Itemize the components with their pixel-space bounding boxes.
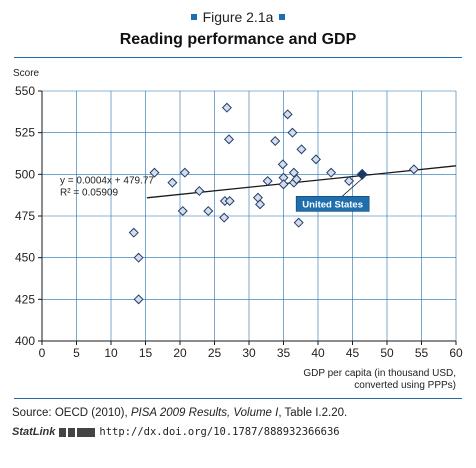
y-axis-label: Score (13, 68, 40, 79)
trend-r2: R² = 0.05909 (60, 188, 119, 199)
data-point (177, 205, 188, 217)
x-tick-label: 60 (449, 346, 463, 360)
y-tick-label: 525 (15, 126, 35, 140)
figure-title: Reading performance and GDP (119, 31, 357, 48)
data-point (282, 109, 293, 120)
y-tick-label: 475 (15, 209, 35, 223)
x-tick-label: 15 (139, 346, 153, 360)
data-point (293, 217, 304, 228)
data-point (277, 159, 288, 170)
scatter-chart: Score 400 425 450 475 500 525 550 0 5 10 15 20 25 30 3… (13, 68, 463, 391)
data-point (296, 144, 307, 155)
data-point (128, 227, 139, 238)
data-point (288, 167, 299, 178)
y-tick-label: 400 (15, 334, 35, 348)
statlink-url[interactable]: http://dx.doi.org/10.1787/888932366636 (99, 426, 340, 438)
x-tick-label: 5 (73, 346, 80, 360)
statlink-logo-icon (59, 427, 96, 437)
statlink: StatLink http://dx.doi.org/10.1787/888932… (12, 426, 340, 438)
data-point (219, 212, 230, 223)
source-prefix: Source: OECD (2010), (12, 407, 131, 419)
y-tick-label: 425 (15, 292, 35, 306)
data-point (194, 185, 205, 197)
footer-rule (14, 398, 462, 399)
data-point (291, 174, 302, 185)
x-tick-label: 25 (208, 346, 222, 360)
data-point (408, 164, 419, 175)
data-point (133, 294, 144, 305)
y-tick-label: 500 (15, 167, 35, 181)
data-point (167, 177, 178, 188)
header-rule (14, 57, 462, 58)
x-tick-label: 0 (39, 346, 46, 360)
united-states-label: United States (302, 199, 363, 210)
data-point (278, 179, 289, 190)
data-point (270, 135, 281, 147)
data-points (128, 102, 419, 305)
x-tick-label: 55 (415, 346, 429, 360)
data-point (255, 199, 266, 210)
square-bullet-icon (279, 14, 286, 21)
trendline (146, 165, 457, 199)
callout-line (341, 178, 363, 197)
data-point (344, 175, 355, 187)
x-tick-label: 35 (277, 346, 291, 360)
x-tick-label: 45 (346, 346, 360, 360)
square-bullet-icon (190, 14, 197, 21)
figure-label-text: Figure 2.1a (202, 9, 274, 25)
source-publication: PISA 2009 Results, Volume I (130, 407, 279, 419)
x-tick-label: 50 (380, 346, 394, 360)
highlight-group: United States (295, 168, 370, 212)
trend-equation: y = 0.0004x + 479.77 (60, 176, 154, 187)
data-point (310, 154, 321, 165)
x-axis-label-line2: converted using PPPs) (354, 380, 456, 391)
data-point (221, 102, 232, 113)
x-tick-label: 20 (173, 346, 187, 360)
y-tick-label: 550 (15, 84, 35, 98)
gridlines (41, 90, 457, 342)
data-point (326, 167, 337, 178)
data-point (223, 134, 234, 145)
data-point (149, 167, 160, 178)
data-point (224, 195, 235, 207)
source-suffix: , Table I.2.20. (278, 407, 348, 419)
x-tick-label: 10 (104, 346, 118, 360)
y-tick-label: 450 (15, 251, 35, 265)
tick-labels: 400 425 450 475 500 525 550 0 5 10 15 20 25 30 35 40 45 5… (15, 84, 463, 360)
data-point (287, 127, 298, 138)
source-note: Source: OECD (2010), PISA 2009 Results, … (12, 407, 347, 419)
data-point (203, 205, 214, 217)
united-states-point (356, 168, 368, 180)
statlink-brand: StatLink (12, 426, 56, 438)
x-tick-label: 40 (311, 346, 325, 360)
united-states-label-box (295, 196, 370, 212)
data-point (262, 175, 273, 187)
x-axis-label-line1: GDP per capita (in thousand USD, (303, 368, 456, 379)
x-tick-label: 30 (242, 346, 256, 360)
figure-label: Figure 2.1a (0, 9, 476, 25)
data-point (179, 167, 190, 178)
data-point (133, 252, 144, 263)
